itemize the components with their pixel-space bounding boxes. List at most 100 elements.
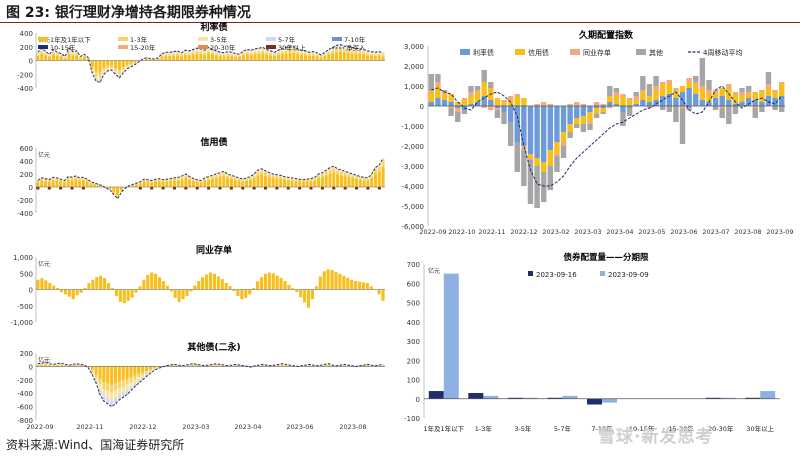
bar-segment xyxy=(381,52,385,54)
bar xyxy=(205,274,209,290)
bar-segment xyxy=(468,86,474,92)
unit-label: 亿元 xyxy=(428,267,440,275)
bar-segment xyxy=(51,365,55,367)
bar-segment xyxy=(133,62,137,64)
bar-segment xyxy=(300,51,304,53)
bar-segment xyxy=(673,106,679,122)
x-tick-label: 2023-09 xyxy=(766,228,793,236)
bar-segment xyxy=(66,177,70,180)
bar-segment xyxy=(113,70,118,73)
bar xyxy=(134,289,138,293)
bar xyxy=(193,285,197,290)
bar-segment xyxy=(121,392,125,398)
bar-segment xyxy=(272,365,277,367)
bar-segment xyxy=(179,54,183,57)
bar-segment xyxy=(679,92,686,106)
bar-segment xyxy=(358,51,362,55)
bar-segment xyxy=(331,53,335,61)
bar-segment xyxy=(501,102,507,106)
bar-segment xyxy=(222,56,226,61)
bar-segment xyxy=(679,86,686,92)
bar-segment xyxy=(229,175,233,177)
bar-segment xyxy=(315,56,319,61)
bar-segment xyxy=(133,379,137,384)
bar-segment xyxy=(286,180,290,187)
bar-segment xyxy=(666,106,673,112)
bar-segment xyxy=(350,53,354,61)
bar-segment xyxy=(234,56,238,61)
bar-segment xyxy=(679,108,686,144)
bar-segment xyxy=(653,100,659,106)
bar-segment xyxy=(303,51,308,54)
bar-segment xyxy=(237,177,241,179)
bar-segment xyxy=(51,54,55,61)
bar-segment xyxy=(135,183,139,185)
bar-segment xyxy=(778,84,785,96)
bar-segment xyxy=(339,175,343,187)
bar-segment xyxy=(44,53,48,56)
bar-segment xyxy=(286,187,290,190)
bar-segment xyxy=(160,55,164,57)
bar-segment xyxy=(218,174,222,177)
bar-segment xyxy=(106,66,110,69)
bar-segment xyxy=(36,182,40,187)
bar-segment xyxy=(338,51,342,61)
bar-segment xyxy=(640,90,646,92)
bar xyxy=(346,277,350,290)
bar-segment xyxy=(332,172,336,187)
bar xyxy=(228,286,232,290)
bar-segment xyxy=(501,106,507,112)
bar-segment xyxy=(110,400,114,407)
bar xyxy=(154,273,158,290)
bar-segment xyxy=(554,156,560,172)
bar-segment xyxy=(264,172,268,176)
bar-segment xyxy=(739,88,745,92)
bar-segment xyxy=(260,174,264,187)
bar-segment xyxy=(377,52,381,54)
bar-segment xyxy=(176,51,180,54)
bar-segment xyxy=(253,51,257,55)
bar-segment xyxy=(90,60,94,68)
bar-segment xyxy=(100,186,104,187)
bar xyxy=(48,283,52,290)
bar-segment xyxy=(129,65,133,67)
bar-segment xyxy=(252,177,256,187)
bar-segment xyxy=(110,366,114,385)
bar-segment xyxy=(256,171,260,176)
legend-swatch xyxy=(38,37,48,41)
bar-segment xyxy=(237,178,241,181)
bar-segment xyxy=(362,52,366,55)
bar-segment xyxy=(214,364,218,365)
bar-segment xyxy=(320,174,324,177)
bar xyxy=(338,273,342,290)
bar-segment xyxy=(148,366,152,370)
bar-segment xyxy=(275,187,279,190)
bar-segment xyxy=(527,158,534,160)
bar-segment xyxy=(75,51,79,54)
bar-segment xyxy=(366,365,370,367)
bar-segment xyxy=(346,48,350,51)
bar-segment xyxy=(97,185,101,187)
bar-segment xyxy=(646,102,653,106)
legend-label: 20-30年 xyxy=(210,43,236,52)
bar-segment xyxy=(55,54,59,56)
bar-segment xyxy=(587,106,593,112)
x-tick-label: 2022-09 xyxy=(26,423,53,431)
bar-segment xyxy=(75,53,79,56)
bar-segment xyxy=(381,158,385,162)
bar-segment xyxy=(78,178,82,181)
bar-segment xyxy=(119,187,123,191)
bar xyxy=(236,289,240,296)
bar-segment xyxy=(706,102,712,106)
bar-segment xyxy=(245,52,249,55)
y-tick-label: -800 xyxy=(17,417,33,425)
bar-segment xyxy=(607,106,613,108)
legend-swatch xyxy=(636,49,646,55)
bar-segment xyxy=(119,191,123,193)
bar-segment xyxy=(59,179,63,182)
bar-segment xyxy=(51,50,55,53)
bar-segment xyxy=(152,369,156,370)
bar-segment xyxy=(85,179,89,180)
bar-segment xyxy=(59,56,63,61)
bar-segment xyxy=(765,88,772,96)
